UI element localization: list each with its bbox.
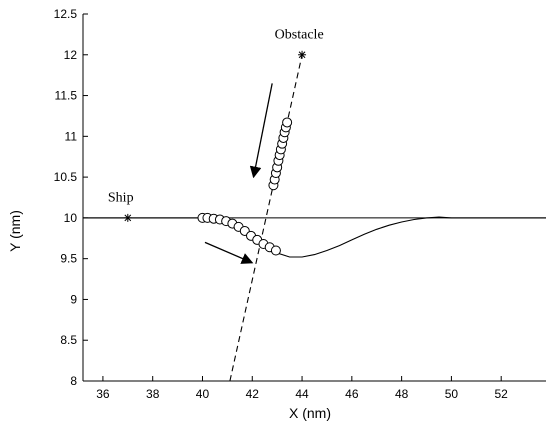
y-tick-label: 9 [70, 292, 77, 306]
y-tick-label: 12 [64, 48, 78, 62]
x-tick-label: 52 [495, 387, 509, 401]
x-tick-label: 36 [96, 387, 110, 401]
y-tick-label: 8 [70, 374, 77, 388]
y-tick-label: 11.5 [55, 89, 78, 103]
y-tick-label: 11 [65, 129, 78, 143]
y-tick-label: 8.5 [60, 333, 77, 347]
circle-marker [270, 245, 281, 256]
direction-arrow [249, 83, 273, 179]
x-tick-label: 46 [345, 387, 359, 401]
x-tick-label: 50 [445, 387, 459, 401]
x-tick-label: 42 [246, 387, 260, 401]
x-axis-label: X (nm) [289, 405, 331, 421]
obstacle-annotation: Obstacle [275, 27, 324, 42]
star-marker [298, 50, 307, 59]
direction-arrow [204, 241, 254, 264]
y-tick-label: 12.5 [54, 7, 78, 21]
y-tick-label: 9.5 [60, 252, 77, 266]
y-axis-label: Y (nm) [7, 210, 23, 252]
y-tick-label: 10 [64, 211, 78, 225]
ship-annotation: Ship [108, 191, 134, 206]
x-tick-label: 48 [395, 387, 409, 401]
star-marker [123, 213, 132, 222]
obstacle-path-line [229, 54, 303, 381]
y-tick-label: 10.5 [54, 170, 78, 184]
x-tick-label: 38 [146, 387, 160, 401]
circle-marker [282, 117, 293, 128]
x-tick-label: 40 [196, 387, 210, 401]
x-tick-label: 44 [295, 387, 309, 401]
